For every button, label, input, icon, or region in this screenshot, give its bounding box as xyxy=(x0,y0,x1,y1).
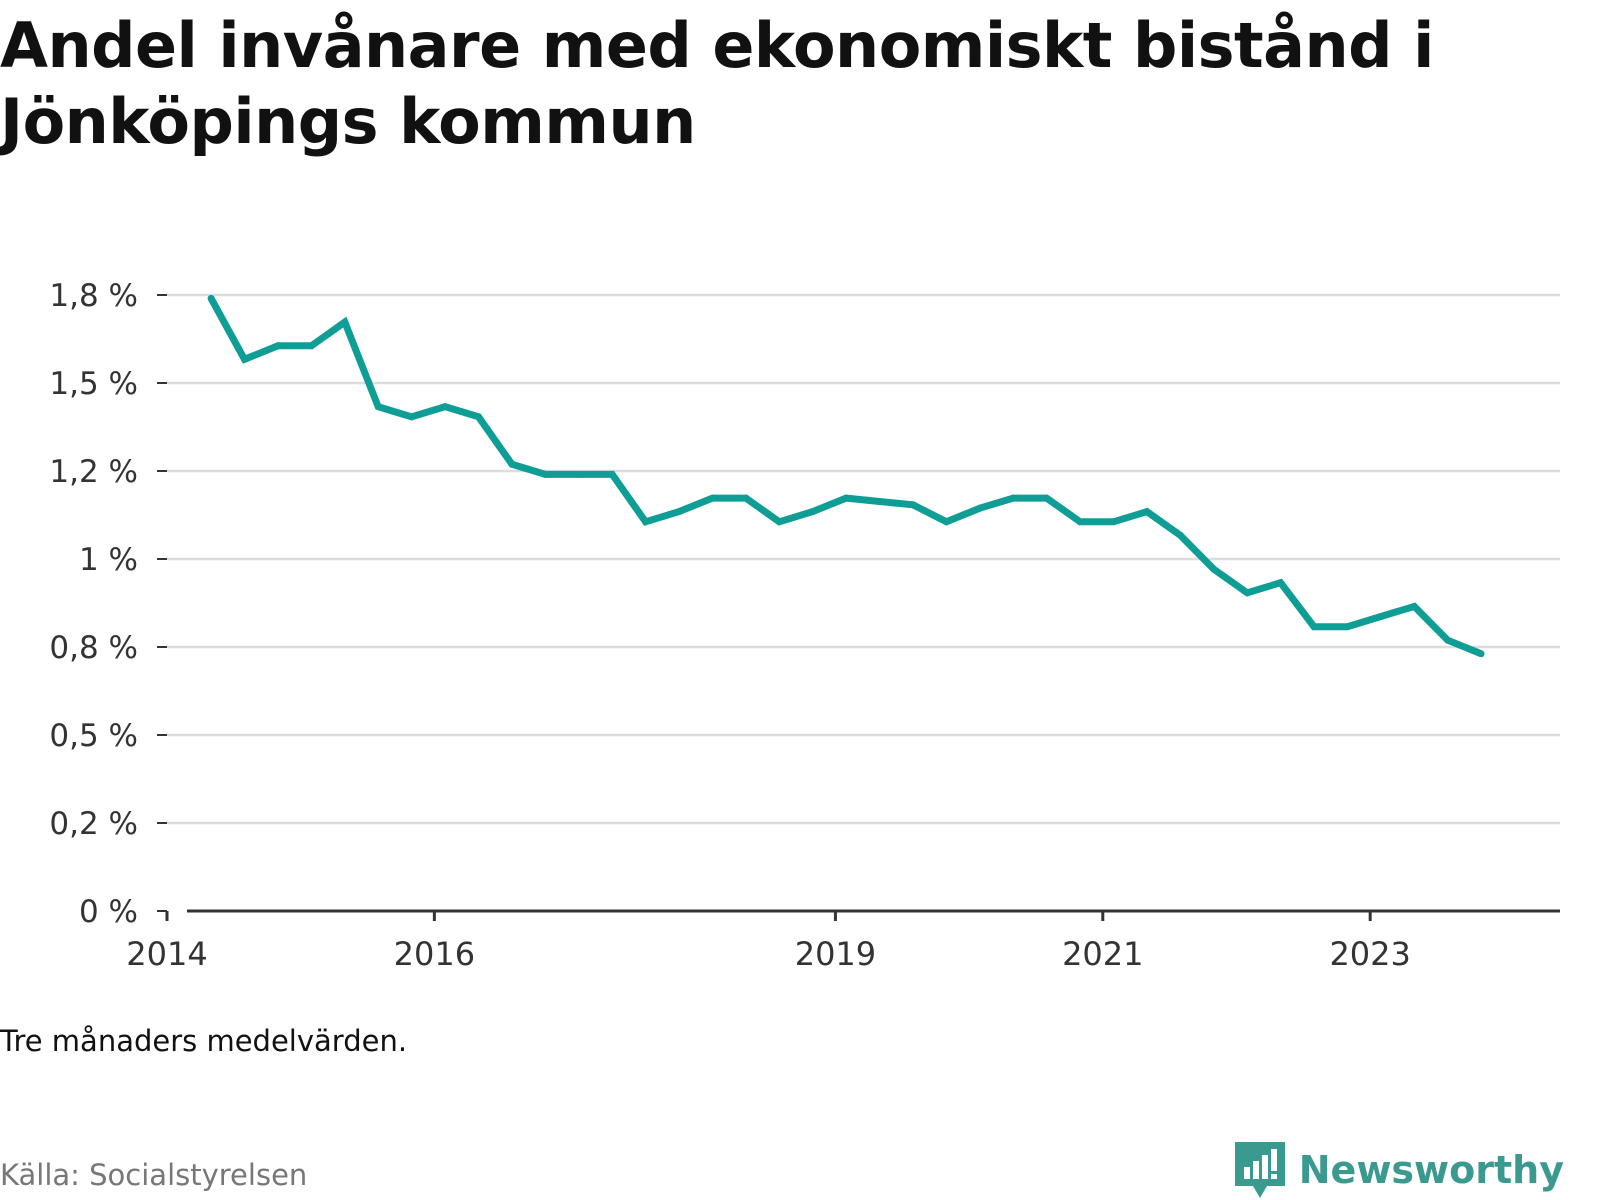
x-tick-label: 2016 xyxy=(394,935,475,973)
data-point xyxy=(307,342,315,350)
y-tick-label: 0,2 % xyxy=(49,806,138,842)
brand-name: Newsworthy xyxy=(1298,1148,1564,1192)
data-point xyxy=(575,470,583,478)
data-point xyxy=(675,508,683,516)
data-point xyxy=(1009,494,1017,502)
data-point xyxy=(475,413,482,421)
data-point xyxy=(241,355,248,363)
data-point xyxy=(1277,579,1285,587)
y-tick-label: 0 % xyxy=(79,894,138,930)
data-point xyxy=(408,413,416,421)
data-point xyxy=(909,501,917,509)
data-point xyxy=(1377,613,1385,620)
data-point xyxy=(441,403,449,411)
data-point xyxy=(274,342,282,350)
x-tick-label: 2014 xyxy=(126,935,207,973)
data-point xyxy=(1444,636,1452,644)
data-point xyxy=(1410,602,1418,610)
data-point xyxy=(207,294,215,302)
chart-note: Tre månaders medelvärden. xyxy=(0,1024,408,1058)
data-point xyxy=(1343,623,1351,631)
data-point xyxy=(1310,623,1318,631)
y-tick-label: 0,5 % xyxy=(49,718,138,754)
brand-logo: Newsworthy xyxy=(1234,1142,1564,1198)
x-tick-label: 2019 xyxy=(795,935,876,973)
data-point xyxy=(1243,589,1251,597)
data-point xyxy=(374,403,382,411)
data-point xyxy=(608,470,616,478)
data-point xyxy=(809,508,817,516)
data-point xyxy=(1043,494,1051,502)
data-point xyxy=(842,494,850,502)
grid-lines xyxy=(167,293,1560,825)
data-point xyxy=(642,518,650,526)
y-tick-label: 1,2 % xyxy=(49,454,138,490)
y-tick-label: 1,8 % xyxy=(49,278,138,314)
data-point xyxy=(508,460,516,468)
data-point xyxy=(742,494,750,502)
data-point xyxy=(942,518,950,526)
newsworthy-logo-icon xyxy=(1234,1142,1285,1198)
line-chart: 0 % 0,2 % 0,5 % 0,8 % 1 % 1,2 % 1,5 % 1,8 % 201… xyxy=(49,278,1560,973)
data-point xyxy=(541,470,549,478)
y-axis-labels: 0 % 0,2 % 0,5 % 0,8 % 1 % 1,2 % 1,5 % 1,8 % xyxy=(49,278,167,930)
data-point xyxy=(1076,518,1084,526)
data-point xyxy=(976,504,984,512)
data-point xyxy=(708,494,716,502)
source-credit: Källa: Socialstyrelsen xyxy=(0,1158,308,1192)
data-point xyxy=(876,498,883,505)
data-point xyxy=(1143,508,1151,516)
x-tick-label: 2023 xyxy=(1329,935,1410,973)
data-point xyxy=(1176,531,1184,539)
data-point xyxy=(1210,565,1218,573)
data-point xyxy=(775,518,783,526)
data-point xyxy=(341,318,349,326)
data-point xyxy=(1110,518,1117,526)
chart-title: Andel invånare med ekonomiskt bistånd i … xyxy=(0,9,1434,158)
y-tick-label: 0,8 % xyxy=(49,630,138,666)
y-tick-label: 1,5 % xyxy=(49,366,138,402)
x-tick-label: 2021 xyxy=(1062,935,1143,973)
y-tick-label: 1 % xyxy=(79,542,138,578)
series-layer xyxy=(207,294,1485,658)
data-point xyxy=(1477,650,1485,658)
x-axis: 2014 2016 2019 2021 2023 xyxy=(126,909,1560,973)
series-line xyxy=(208,296,1483,658)
